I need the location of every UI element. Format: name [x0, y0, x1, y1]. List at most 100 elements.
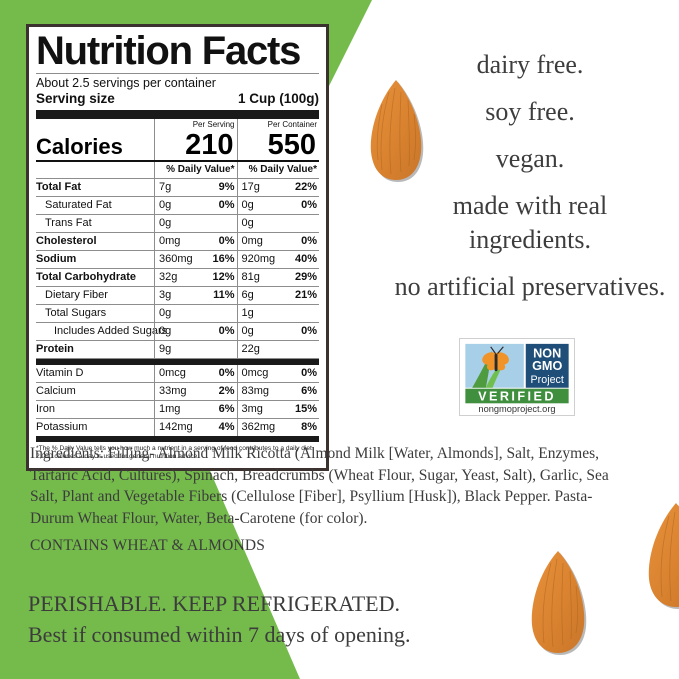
nutrient-amount: 3g — [159, 289, 172, 301]
almond-illustration-bottom — [531, 551, 587, 655]
calories-row: Calories 210 550 — [36, 130, 319, 160]
nutrient-row: Total Sugars 0g 1g — [36, 305, 319, 322]
serving-size-value: 1 Cup (100g) — [237, 91, 319, 106]
daily-value-header-row: % Daily Value* % Daily Value* — [36, 162, 319, 178]
nutrient-amount: 0mg — [159, 235, 181, 247]
badge-non-text: NON — [533, 347, 561, 361]
micronutrient-label: Iron — [36, 403, 55, 415]
servings-per-container: About 2.5 servings per container — [36, 76, 216, 90]
nutrient-amount: 0g — [159, 199, 172, 211]
nutrient-daily-value: 12% — [212, 271, 235, 283]
nutrient-daily-value: 0% — [218, 367, 235, 379]
nutrient-row: Sodium 360mg 16% 920mg 40% — [36, 251, 319, 268]
nutrient-daily-value: 29% — [294, 271, 317, 283]
nutrient-daily-value: 6% — [218, 403, 235, 415]
contains-allergens-text: CONTAINS WHEAT & ALMONDS — [30, 537, 266, 554]
nutrient-row: Trans Fat 0g 0g — [36, 215, 319, 232]
nutrient-amount: 0g — [159, 325, 172, 337]
nutrient-label: Trans Fat — [45, 217, 92, 229]
nutrient-daily-value: 0% — [218, 235, 235, 247]
nutrient-daily-value: 0% — [301, 367, 317, 379]
micronutrient-label: Vitamin D — [36, 367, 84, 379]
dv-header-serving: % Daily Value* — [154, 162, 237, 178]
nutrition-facts-panel: Nutrition Facts About 2.5 servings per c… — [26, 24, 329, 471]
col-header-per-container: Per Container — [236, 119, 320, 130]
nutrient-label: Total Sugars — [45, 307, 107, 319]
nutrient-amount: 920mg — [241, 253, 276, 265]
nutrient-daily-value: 11% — [213, 289, 235, 301]
nutrient-label: Sodium — [36, 253, 77, 265]
product-claims-list: dairy free. soy free. vegan. made with r… — [390, 48, 670, 317]
nutrient-amount: 22g — [241, 343, 260, 355]
nutrient-amount: 0mg — [241, 235, 263, 247]
almond-illustration-top — [370, 80, 424, 182]
badge-url-text: nongmoproject.org — [478, 404, 555, 414]
nutrient-amount: 1g — [241, 307, 254, 319]
nutrient-amount: 3mg — [241, 403, 263, 415]
serving-size-label: Serving size — [36, 91, 115, 106]
calories-label: Calories — [36, 134, 123, 159]
nutrient-row: Includes Added Sugars 0g 0% 0g 0% — [36, 323, 319, 340]
nutrient-daily-value: 2% — [218, 385, 235, 397]
micronutrient-row: Vitamin D 0mcg 0% 0mcg 0% — [36, 365, 319, 382]
nutrient-label: Total Carbohydrate — [36, 271, 137, 283]
storage-instructions: PERISHABLE. KEEP REFRIGERATED. Best if c… — [28, 588, 648, 650]
nutrient-amount: 0g — [159, 217, 172, 229]
nutrient-amount: 0g — [159, 307, 172, 319]
nutrient-daily-value: 0% — [218, 325, 235, 337]
nutrient-daily-value: 16% — [212, 253, 235, 265]
ingredients-text: Ingredients: Filling- Almond Milk Ricott… — [30, 445, 609, 527]
micronutrient-rows-container: Vitamin D 0mcg 0% 0mcg 0% Calcium 33mg 2% 83mg 6%… — [36, 365, 319, 436]
nutrient-amount: 7g — [159, 181, 172, 193]
dv-header-container: % Daily Value* — [236, 162, 320, 178]
micronutrient-row: Calcium 33mg 2% 83mg 6% — [36, 383, 319, 400]
nutrient-amount: 0mcg — [241, 367, 269, 379]
nutrient-daily-value: 6% — [301, 385, 317, 397]
perishable-line: PERISHABLE. KEEP REFRIGERATED. — [28, 591, 400, 616]
nutrition-facts-title: Nutrition Facts — [36, 29, 301, 73]
nutrient-label: Protein — [36, 343, 74, 355]
nutrient-label: Includes Added Sugars — [54, 325, 168, 337]
nutrient-amount: 142mg — [159, 421, 193, 433]
nutrient-amount: 1mg — [159, 403, 181, 415]
nutrient-daily-value: 0% — [301, 199, 317, 211]
badge-verified-text: VERIFIED — [478, 389, 556, 403]
nutrient-daily-value: 22% — [294, 181, 317, 193]
nutrient-daily-value: 4% — [218, 421, 235, 433]
nutrient-daily-value: 0% — [218, 199, 235, 211]
calories-per-container: 550 — [236, 130, 320, 160]
nutrient-daily-value: 21% — [294, 289, 317, 301]
badge-gmo-text: GMO — [532, 359, 562, 373]
serving-size-row: Serving size 1 Cup (100g) — [36, 91, 319, 110]
nutrient-row: Cholesterol 0mg 0% 0mg 0% — [36, 233, 319, 250]
nutrient-row: Saturated Fat 0g 0% 0g 0% — [36, 197, 319, 214]
nutrient-rows-container: Total Fat 7g 9% 17g 22% Saturated Fat 0g 0% 0g 0%… — [36, 179, 319, 359]
badge-project-text: Project — [531, 374, 564, 386]
nutrient-amount: 33mg — [159, 385, 187, 397]
nutrient-daily-value: 40% — [294, 253, 317, 265]
nutrient-amount: 17g — [241, 181, 260, 193]
best-if-consumed-line: Best if consumed within 7 days of openin… — [28, 622, 411, 647]
nutrient-label: Cholesterol — [36, 235, 97, 247]
non-gmo-verified-badge: NON GMO Project VERIFIED nongmoproject.o… — [459, 338, 575, 416]
almond-illustration-right — [648, 503, 679, 609]
nutrient-amount: 0g — [241, 217, 254, 229]
micronutrient-row: Potassium 142mg 4% 362mg 8% — [36, 419, 319, 436]
nutrient-amount: 81g — [241, 271, 260, 283]
claim-soy-free: soy free. — [485, 97, 575, 126]
nutrient-daily-value: 15% — [294, 403, 317, 415]
daily-value-footnote: *The % Daily Value tells you how much a … — [36, 445, 314, 461]
nutrient-daily-value: 8% — [301, 421, 317, 433]
nutrient-label: Dietary Fiber — [45, 289, 108, 301]
nutrient-amount: 83mg — [241, 385, 270, 397]
calories-per-serving: 210 — [154, 130, 237, 160]
nutrient-amount: 0g — [241, 325, 254, 337]
nutrient-row: Total Carbohydrate 32g 12% 81g 29% — [36, 269, 319, 286]
nutrient-row: Total Fat 7g 9% 17g 22% — [36, 179, 319, 196]
nutrient-label: Total Fat — [36, 181, 82, 193]
nutrient-amount: 360mg — [159, 253, 193, 265]
micronutrient-row: Iron 1mg 6% 3mg 15% — [36, 401, 319, 418]
nutrient-amount: 0g — [241, 199, 254, 211]
col-header-per-serving: Per Serving — [154, 119, 237, 130]
